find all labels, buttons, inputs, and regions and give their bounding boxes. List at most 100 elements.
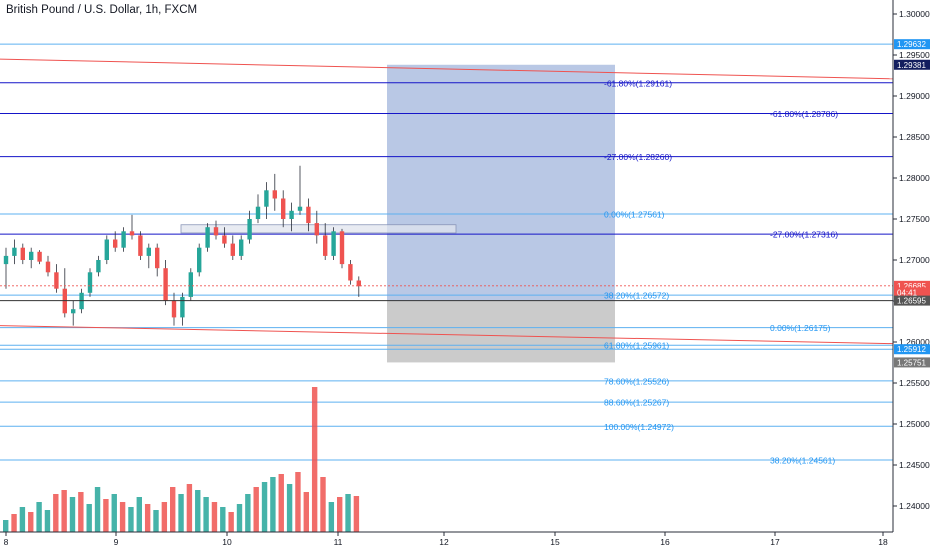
y-tick-label: 1.28000 [899, 173, 930, 183]
candle-body [323, 235, 328, 256]
y-tick-label: 1.29000 [899, 91, 930, 101]
candle-body [306, 206, 311, 224]
price-badge: 1.25751 [897, 358, 926, 367]
volume-bar [228, 512, 234, 532]
fib-label: 38.20%(1.26572) [604, 291, 669, 301]
price-axis[interactable]: 1.30000 1.29500 1.29000 1.28500 1.28000 1.275… [892, 0, 932, 550]
position-tool[interactable] [387, 64, 615, 363]
volume-bar [136, 497, 142, 532]
time-axis[interactable]: 8 9 10 11 12 15 16 17 18 [0, 531, 893, 547]
line-price-badge-bg [894, 39, 930, 50]
volume-bar [220, 507, 226, 532]
y-tick-label: 1.28500 [899, 132, 930, 142]
loss-zone [387, 300, 615, 363]
volume-bar [69, 497, 76, 532]
candle-body [213, 227, 219, 236]
price-badge: 1.26685 [897, 282, 926, 291]
price-axis-bg [893, 0, 932, 550]
candle-body [146, 247, 151, 256]
candle-body [12, 247, 17, 256]
y-tick-label: 1.24500 [899, 460, 930, 470]
candle-body [29, 251, 34, 260]
candle-body [314, 223, 319, 236]
candle-body [155, 247, 160, 269]
volume-bar [328, 502, 335, 532]
candle-body [297, 206, 303, 211]
volume-bar [186, 484, 193, 532]
x-tick-label: 18 [878, 537, 888, 547]
candle-body [104, 239, 109, 260]
volume-bar [261, 482, 268, 532]
y-tick-label: 1.24000 [899, 501, 930, 511]
candle-body [129, 231, 135, 236]
candle-body [247, 219, 252, 240]
candle-body [205, 227, 210, 248]
volume-bar [3, 520, 9, 532]
volume-bar [253, 487, 259, 532]
y-tick-label: 1.26000 [899, 337, 930, 347]
candle-body [281, 198, 286, 219]
volume-bar [170, 487, 176, 532]
volume-bar [345, 494, 351, 532]
candle-body [239, 239, 244, 256]
candle-body [3, 255, 9, 265]
x-tick-label: 8 [4, 537, 9, 547]
trend-lines[interactable] [0, 58, 894, 345]
fib-label: -61.80%(1.28786) [770, 109, 838, 119]
x-tick-label: 12 [439, 537, 449, 547]
price-badge-bg [894, 59, 930, 70]
candle-body [113, 239, 118, 248]
volume-bar [320, 477, 326, 532]
volume-bar [94, 487, 101, 532]
volume-bar [103, 499, 109, 532]
volume-bar [28, 512, 34, 532]
line-price-badge-bg [894, 344, 930, 355]
price-badge: 04:41 [897, 288, 918, 297]
candle-body [188, 272, 193, 297]
volume-bar [86, 504, 92, 532]
volume-bar [353, 496, 360, 532]
candle-body [339, 231, 345, 265]
volume-bar [44, 510, 51, 532]
volume-bar [236, 504, 243, 532]
volume-bar [311, 387, 318, 532]
fib-labels: -61.80%(1.29161) -61.80%(1.28786) -27.00%(… [604, 78, 838, 465]
fib-label: -61.80%(1.29161) [604, 78, 672, 88]
price-badge-bg [894, 287, 930, 298]
line-price-badge: 1.29632 [897, 40, 926, 49]
volume-bar [53, 494, 59, 532]
candle-body [171, 301, 177, 318]
fib-label: 78.60%(1.25526) [604, 376, 669, 386]
candle-body [20, 247, 25, 260]
fib-label: 100.00%(1.24972) [604, 422, 674, 432]
candle-body [37, 251, 42, 262]
x-tick-label: 17 [770, 537, 780, 547]
y-tick-label: 1.25500 [899, 378, 930, 388]
price-badge-bg [894, 295, 930, 306]
candle-body [121, 231, 126, 248]
fib-label: 0.00%(1.27561) [604, 209, 665, 219]
price-badge-bg [894, 357, 930, 368]
volume-bar [144, 504, 151, 532]
candlesticks [3, 165, 361, 326]
candle-body [289, 210, 294, 219]
fib-label: -27.00%(1.27316) [770, 230, 838, 240]
volume-bar [61, 490, 67, 532]
trend-line [0, 325, 894, 345]
candle-body [264, 190, 269, 207]
candle-body [222, 235, 227, 244]
price-badge-bg [894, 280, 930, 291]
volume-bar [11, 514, 17, 532]
volume-bar [161, 502, 168, 532]
fibonacci-lines [0, 43, 893, 461]
candle-body [45, 261, 51, 273]
candle-body [255, 206, 261, 219]
candle-body [54, 272, 59, 289]
y-tick-label: 1.27000 [899, 255, 930, 265]
x-tick-label: 10 [222, 537, 232, 547]
trend-line [0, 58, 894, 80]
volume-bar [36, 502, 42, 532]
volume-bar [245, 494, 251, 532]
candle-body [348, 264, 353, 281]
